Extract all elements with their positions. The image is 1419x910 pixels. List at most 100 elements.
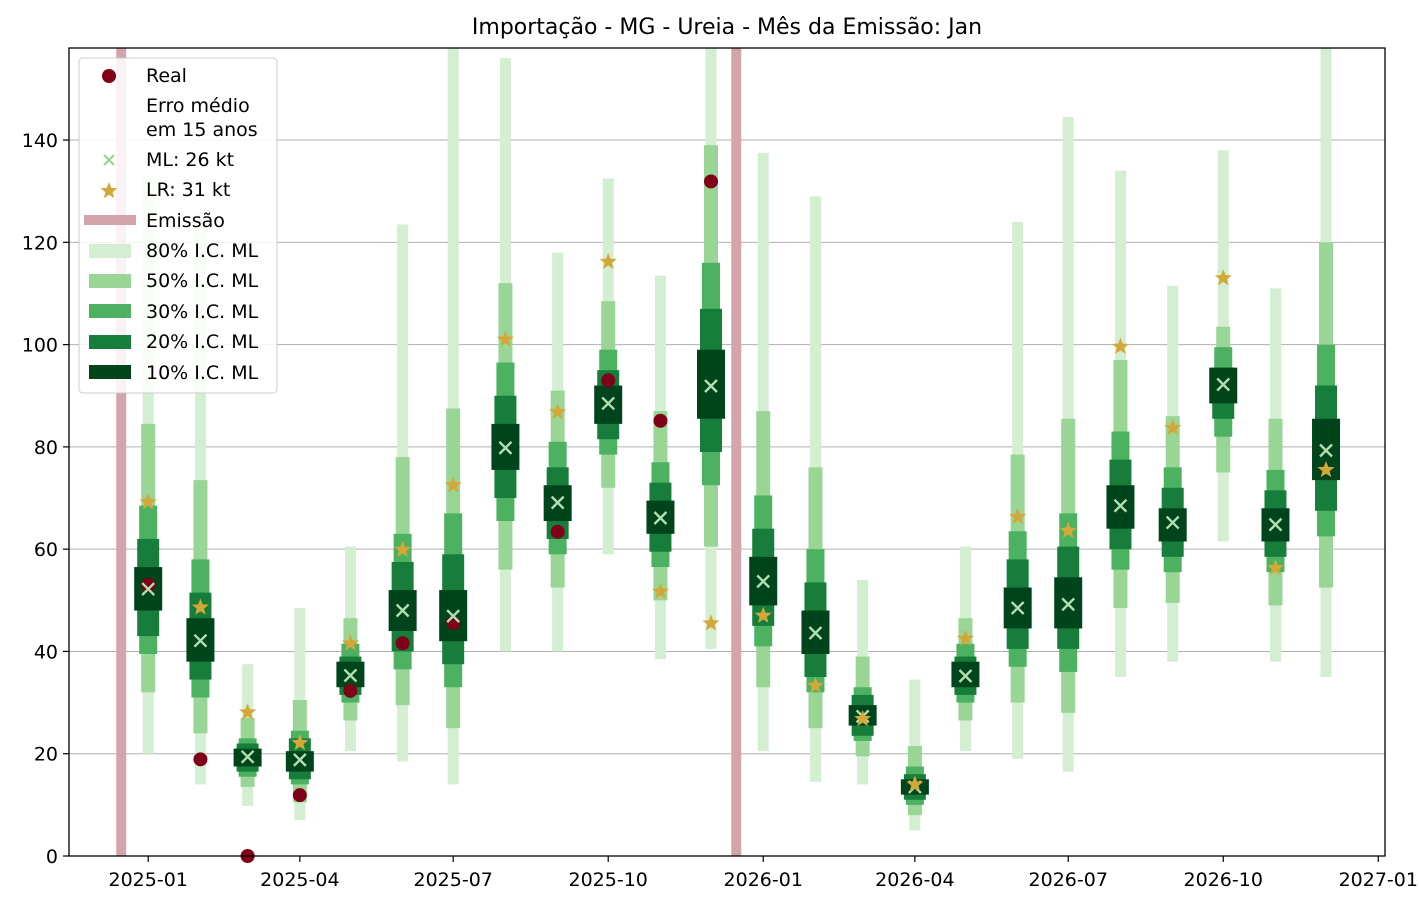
y-tick-label: 60	[34, 539, 58, 561]
ml-marker-stroke	[1319, 443, 1333, 458]
grid-lines	[69, 139, 1385, 755]
ml-marker-stroke	[704, 379, 718, 393]
y-tick-label: 120	[22, 232, 58, 254]
ml-marker	[550, 495, 565, 510]
ml-marker	[653, 511, 668, 525]
ml-marker-stroke	[550, 495, 565, 510]
lr-marker	[1164, 418, 1182, 436]
y-tick-label: 20	[34, 744, 58, 766]
lr-marker	[444, 476, 462, 493]
ml-marker-stroke	[193, 633, 208, 648]
ml-marker	[1061, 597, 1076, 612]
x-tick-label: 2025-10	[569, 869, 648, 891]
ml-marker	[343, 668, 358, 683]
lr-marker	[702, 614, 720, 631]
y-tick-label: 80	[34, 437, 58, 459]
legend-ml-label: ML: 26 kt	[146, 149, 234, 171]
real-marker	[601, 373, 616, 388]
x-tick-label: 2027-01	[1339, 869, 1418, 891]
ml-marker-stroke	[1061, 597, 1076, 612]
ml-marker-stroke	[292, 753, 307, 767]
ml-marker-stroke	[1268, 517, 1283, 532]
lr-marker	[341, 634, 359, 651]
ml-marker-stroke	[1216, 377, 1231, 392]
ml-marker	[498, 441, 513, 455]
legend-error-label-line2: em 15 anos	[146, 119, 258, 141]
x-tick-label: 2025-01	[109, 869, 188, 891]
lr-marker	[1059, 521, 1077, 539]
chart-title: Importação - MG - Ureia - Mês da Emissão…	[472, 15, 982, 40]
real-marker	[703, 174, 718, 189]
point-markers	[139, 174, 1335, 863]
emission-line	[116, 48, 127, 856]
ml-marker-stroke	[343, 668, 358, 683]
ml-marker-stroke	[756, 574, 771, 589]
lr-marker	[1317, 460, 1335, 478]
ml-marker-stroke	[653, 511, 668, 525]
ml-marker	[193, 633, 208, 648]
legend-emission-label: Emissão	[146, 210, 225, 232]
lr-marker	[1111, 337, 1130, 354]
ml-marker	[1010, 601, 1025, 615]
ml-marker	[240, 749, 255, 764]
ci10-bar	[696, 349, 725, 419]
ml-marker	[756, 574, 771, 589]
y-tick-label: 0	[46, 846, 58, 868]
lr-marker	[754, 606, 772, 623]
lr-marker	[854, 709, 872, 727]
ml-marker-stroke	[498, 441, 513, 455]
ml-marker-stroke	[808, 626, 823, 640]
ml-marker-stroke	[1165, 515, 1180, 530]
legend-real-marker	[102, 69, 116, 83]
ml-marker	[1319, 443, 1333, 458]
ml-marker	[292, 753, 307, 767]
lr-marker	[651, 582, 669, 599]
legend-ci20-swatch	[89, 335, 131, 349]
legend-error-label-line1: Erro médio	[146, 95, 250, 117]
real-marker	[446, 615, 461, 630]
ml-marker-stroke	[1010, 601, 1025, 615]
real-marker	[193, 752, 208, 767]
legend-ci30-swatch	[89, 304, 131, 318]
ml-marker-stroke	[446, 609, 461, 624]
lr-marker	[549, 403, 567, 420]
interval-bars	[134, 48, 1341, 831]
lr-marker	[956, 629, 974, 646]
lr-marker	[1214, 269, 1232, 286]
ml-marker	[808, 626, 823, 640]
emission-line	[731, 48, 742, 856]
ml-marker-stroke	[601, 396, 616, 411]
y-tick-label: 40	[34, 641, 58, 663]
ml-marker-stroke	[141, 582, 156, 596]
legend-ml-marker	[103, 154, 115, 166]
ml-marker	[1165, 515, 1180, 530]
real-marker	[141, 577, 156, 592]
ml-marker	[704, 379, 718, 393]
lr-marker	[806, 676, 825, 693]
ml-marker-stroke	[1113, 498, 1128, 513]
y-tick-label: 100	[22, 335, 58, 357]
real-marker	[343, 683, 358, 698]
legend-ci80-label: 80% I.C. ML	[146, 240, 259, 262]
legend-real-label: Real	[146, 65, 187, 87]
y-tick-label: 140	[22, 130, 58, 152]
plot-frame	[68, 47, 1386, 857]
x-tick-label: 2026-01	[724, 869, 803, 891]
x-tick-label: 2026-04	[875, 869, 954, 891]
legend-lr-marker	[100, 182, 118, 199]
lr-marker	[1266, 559, 1285, 576]
x-axis: 2025-01 2025-04 2025-07 2025-10 2026-01 2026-…	[109, 856, 1418, 891]
ci10-bar	[1158, 508, 1187, 542]
ml-marker	[1268, 517, 1283, 532]
lr-marker	[599, 252, 617, 270]
ml-marker	[141, 582, 156, 596]
lr-marker	[394, 540, 412, 557]
legend-ci50-label: 50% I.C. ML	[146, 270, 259, 292]
legend-lr-label: LR: 31 kt	[146, 179, 230, 201]
real-marker	[653, 413, 668, 428]
ml-marker-stroke	[240, 749, 255, 764]
ml-marker	[601, 396, 616, 411]
x-tick-label: 2026-07	[1029, 869, 1108, 891]
